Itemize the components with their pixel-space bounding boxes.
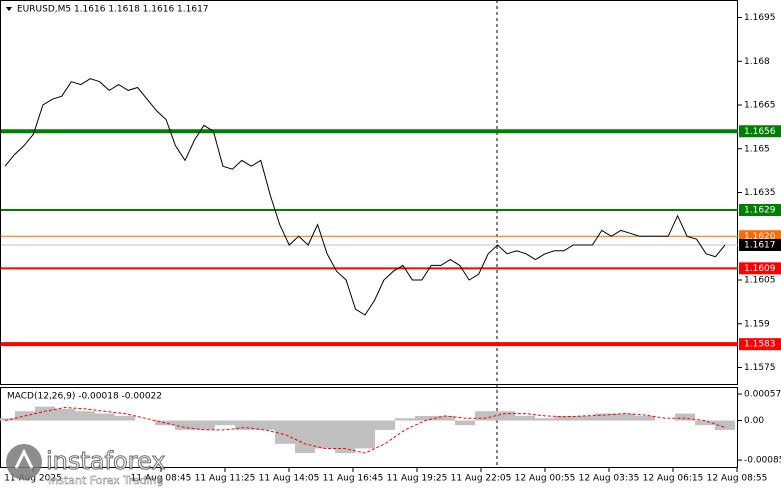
macd-bar: [635, 415, 655, 421]
x-tick-label: 11 Aug 14:05: [259, 474, 320, 484]
level-label-box: [739, 338, 781, 351]
x-tick-label: 11 Aug 22:05: [451, 474, 512, 484]
y-tick-label: 1.159: [744, 319, 770, 329]
macd-bar: [195, 420, 215, 430]
macd-bar: [675, 413, 695, 421]
price-line: [4, 78, 726, 316]
level-label-box: [739, 262, 781, 275]
signal-line: [4, 406, 726, 454]
macd-bar: [215, 420, 235, 426]
macd-bar: [395, 418, 415, 421]
level-label: 1.1620: [744, 232, 776, 242]
macd-bar: [595, 413, 615, 421]
x-tick-label: 11 Aug 16:45: [323, 474, 384, 484]
macd-bar: [235, 420, 255, 430]
watermark: instaforex Instant Forex Trading: [6, 444, 166, 487]
macd-bar: [435, 415, 455, 421]
macd-bar: [535, 418, 555, 421]
x-tick-label: 11 Aug 2025: [4, 474, 62, 484]
macd-bar: [35, 406, 55, 421]
x-tick-label: 12 Aug 03:35: [579, 474, 640, 484]
macd-bar: [255, 420, 275, 430]
x-tick-label: 11 Aug 19:25: [387, 474, 448, 484]
x-tick-label: 12 Aug 06:15: [643, 474, 704, 484]
y-tick-label: 1.1605: [744, 276, 776, 286]
y-tick-label: 1.168: [744, 57, 770, 67]
y-tick-label: 1.1665: [744, 101, 776, 111]
y-tick-label: 1.1575: [744, 363, 776, 373]
level-label: 1.1629: [744, 206, 776, 216]
logo-mark: [14, 448, 34, 469]
macd-bar: [495, 411, 515, 421]
x-tick-label: 11 Aug 11:25: [195, 474, 256, 484]
current-price-box: [739, 239, 781, 251]
macd-frame: [0, 387, 738, 468]
y-tick-label: 0.00057: [744, 390, 781, 400]
level-label-box: [739, 125, 781, 138]
macd-bar: [55, 408, 75, 421]
macd-bar: [615, 413, 635, 421]
macd-bar: [95, 413, 115, 421]
y-tick-label: -0.00085: [744, 456, 781, 466]
current-price-label: 1.1617: [744, 241, 776, 251]
macd-bar: [315, 420, 335, 449]
layer: 1.1695 1.168 1.1665 1.165 1.1635 1.1605 1.159 1…: [0, 13, 781, 484]
macd-bar: [515, 415, 535, 421]
logo: [6, 444, 42, 480]
macd-bar: [75, 411, 95, 421]
level-label: 1.1656: [744, 127, 776, 137]
x-tick-label: 11 Aug 08:45: [131, 474, 192, 484]
macd-title: MACD(12,26,9) -0.00018 -0.00022: [7, 392, 162, 402]
macd-bar: [355, 420, 375, 449]
macd-bar: [175, 420, 195, 430]
level-label: 1.1583: [744, 340, 776, 350]
y-tick-label: 0.00: [744, 416, 764, 426]
macd-bar: [275, 420, 295, 444]
y-tick-label: 1.1695: [744, 13, 776, 23]
level-label: 1.1609: [744, 264, 776, 274]
macd-bar: [695, 420, 715, 426]
x-tick-label: 12 Aug 08:55: [707, 474, 768, 484]
macd-bar: [335, 420, 355, 454]
macd-bar: [455, 420, 475, 426]
macd-bar: [555, 415, 575, 421]
watermark-brand: instaforex: [46, 447, 166, 475]
y-tick-label: 1.1635: [744, 188, 776, 198]
macd-bar: [375, 420, 395, 430]
macd-bar: [715, 420, 735, 430]
macd-bar: [115, 415, 135, 421]
main-frame: [0, 0, 738, 385]
macd-bar: [475, 411, 495, 421]
macd-bar: [295, 420, 315, 454]
watermark-tagline: Instant Forex Trading: [48, 474, 164, 487]
level-label-box: [739, 204, 781, 216]
menu-arrow: [6, 7, 12, 11]
macd-bar: [575, 415, 595, 421]
chart-title: EURUSD,M5 1.1616 1.1618 1.1616 1.1617: [17, 5, 209, 15]
x-tick-label: 12 Aug 00:55: [515, 474, 576, 484]
y-tick-label: 1.165: [744, 144, 770, 154]
macd-bar: [415, 415, 435, 421]
macd-bar: [0, 418, 15, 421]
